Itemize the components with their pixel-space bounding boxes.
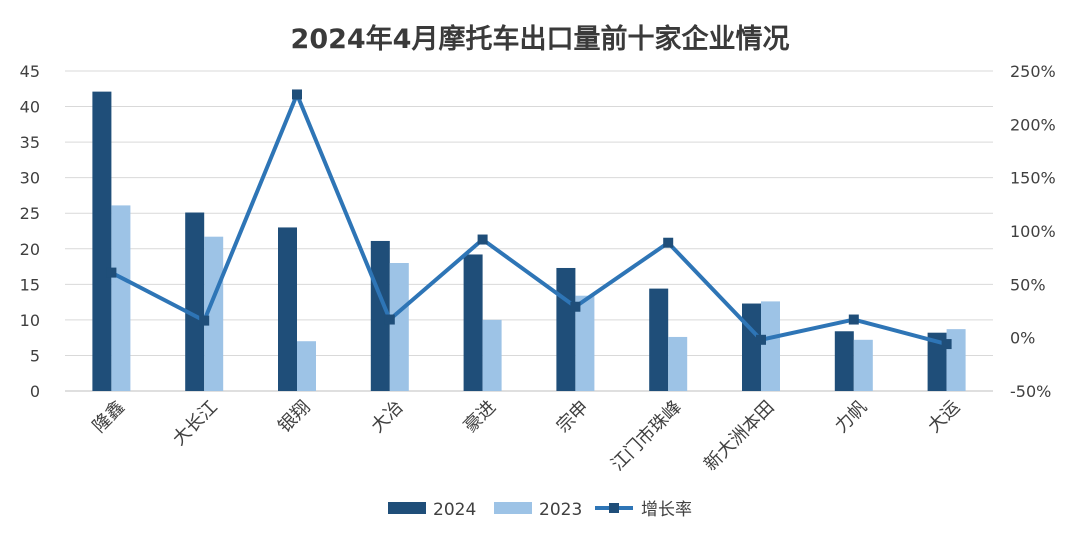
right-tick-label: 250%: [1010, 62, 1056, 81]
right-tick-label: 100%: [1010, 222, 1056, 241]
bar-2023-7: [668, 336, 688, 391]
bar-2024-4: [370, 240, 390, 391]
growth-rate-marker-8: [756, 334, 766, 345]
bar-2023-3: [297, 341, 316, 391]
bar-2023-9: [853, 339, 873, 391]
bar-2023-6: [575, 295, 595, 391]
legend-label: 2023: [539, 500, 582, 520]
growth-rate-marker-1: [106, 267, 117, 278]
left-tick-label: 40: [20, 98, 40, 117]
category-label: 江门市珠峰: [607, 397, 685, 475]
bar-2023-4: [389, 263, 409, 391]
bar-2023-2: [204, 236, 224, 391]
growth-line: [106, 89, 952, 350]
bar-2024-6: [556, 267, 576, 391]
category-label: 大长江: [169, 397, 222, 450]
bar-2024-2: [185, 212, 205, 391]
category-label: 力帆: [831, 397, 871, 437]
legend-marker-swatch: [609, 503, 619, 513]
category-label: 宗申: [553, 397, 593, 437]
left-tick-label: 10: [20, 311, 40, 330]
left-tick-label: 25: [20, 204, 40, 223]
left-tick-label: 30: [20, 169, 40, 188]
right-tick-label: 0%: [1010, 329, 1035, 348]
growth-rate-marker-9: [848, 314, 859, 325]
growth-rate-marker-5: [477, 234, 488, 245]
left-tick-label: 35: [20, 133, 40, 152]
legend: 2024 2023 增长率: [388, 500, 692, 520]
bar-2024-9: [834, 331, 854, 391]
bar-2024-3: [278, 227, 297, 391]
legend-label: 2024: [433, 500, 476, 520]
right-tick-label: 50%: [1010, 275, 1046, 294]
right-tick-label: -50%: [1010, 382, 1051, 401]
bars: [92, 91, 966, 391]
right-tick-label: 150%: [1010, 169, 1056, 188]
legend-swatch-2023: [494, 502, 532, 514]
category-label: 银翔: [274, 397, 314, 437]
legend-swatch-2024: [388, 502, 426, 514]
category-label: 新大洲本田: [700, 397, 778, 475]
left-tick-label: 15: [20, 275, 40, 294]
left-tick-label: 5: [30, 346, 40, 365]
category-label: 大冶: [367, 397, 407, 437]
right-axis: -50% 0% 50% 100% 150% 200% 250%: [1010, 62, 1056, 401]
bar-2024-8: [742, 303, 761, 391]
growth-rate-marker-6: [570, 301, 581, 312]
category-label: 豪进: [460, 397, 500, 437]
growth-rate-marker-3: [292, 89, 302, 100]
category-label: 隆鑫: [89, 397, 129, 437]
category-label: 大运: [924, 397, 964, 437]
bar-2023-8: [761, 301, 780, 391]
category-labels: 隆鑫 大长江 银翔 大冶 豪进 宗申 江门市珠峰 新大洲本田 力帆 大运: [89, 397, 965, 475]
growth-rate-line: [110, 92, 948, 347]
growth-rate-marker-4: [384, 314, 395, 325]
right-tick-label: 200%: [1010, 115, 1056, 134]
bar-2023-1: [111, 205, 131, 391]
growth-rate-marker-2: [199, 315, 210, 326]
left-tick-label: 20: [20, 240, 40, 259]
growth-rate-marker-10: [941, 339, 952, 350]
left-axis: 0 5 10 15 20 25 30 35 40 45: [20, 62, 40, 401]
bar-2024-7: [649, 288, 669, 391]
bar-2023-10: [946, 329, 966, 391]
left-tick-label: 0: [30, 382, 40, 401]
left-tick-label: 45: [20, 62, 40, 81]
legend-label: 增长率: [641, 500, 692, 520]
bar-2023-5: [482, 319, 502, 391]
chart-title: 2024年4月摩托车出口量前十家企业情况: [291, 23, 790, 55]
bar-2024-5: [463, 254, 483, 391]
bar-2024-1: [92, 91, 112, 391]
growth-rate-marker-7: [663, 237, 674, 248]
